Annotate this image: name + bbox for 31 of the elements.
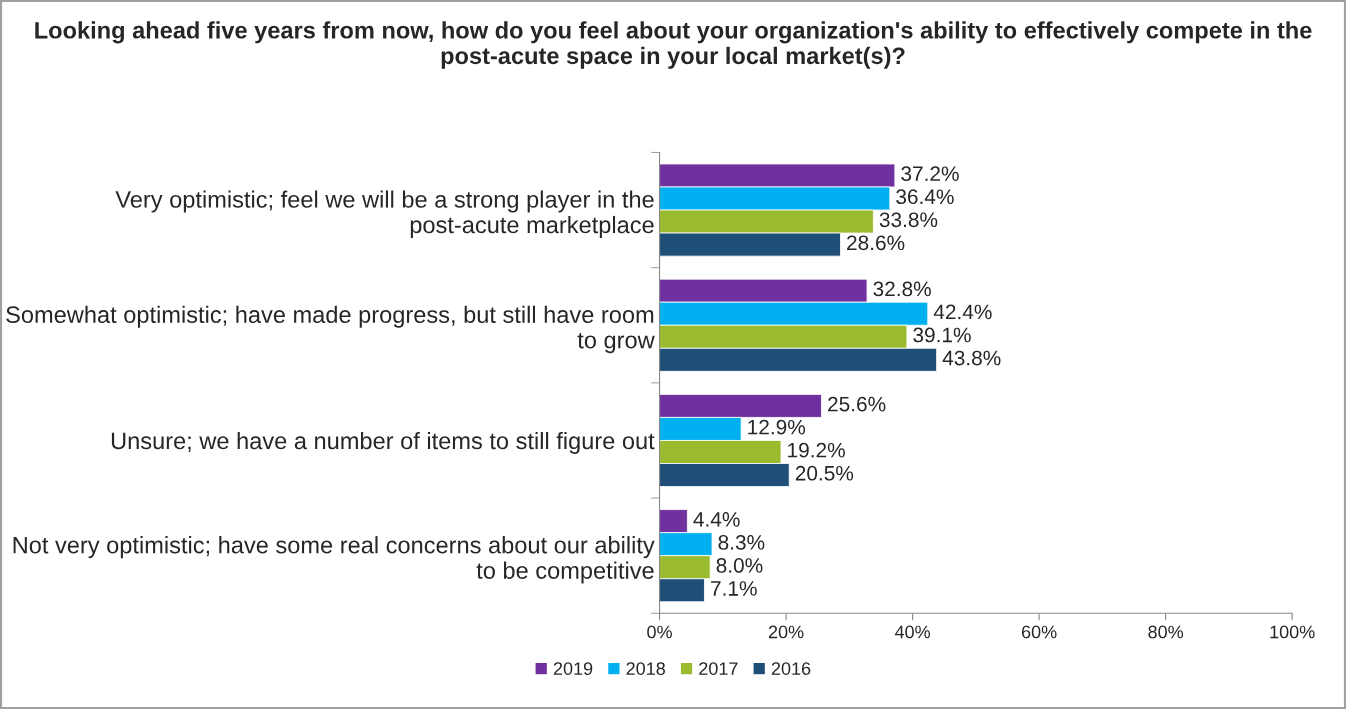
data-label: 25.6% [828, 396, 886, 412]
data-label: 39.1% [913, 327, 971, 343]
data-label: 7.1% [711, 581, 757, 596]
data-label: 33.8% [879, 212, 938, 228]
x-tick-label: 20% [768, 625, 804, 639]
data-label: 43.8% [942, 350, 1001, 366]
y-tick-label: Unsure; we have a number of items to still figure out [111, 431, 655, 454]
data-label: 36.4% [896, 189, 954, 205]
data-label: 37.2% [901, 166, 959, 182]
x-tick-label: 40% [894, 625, 931, 639]
data-label: 4.4% [693, 512, 740, 527]
data-label: 8.3% [718, 535, 765, 550]
legend-label: 2017 [699, 662, 738, 675]
y-tick-label: Not very optimistic; have some real concerns about our ability to be competitive [13, 536, 655, 584]
data-label: 19.2% [788, 442, 845, 458]
x-tick-label: 80% [1148, 625, 1184, 639]
data-label: 28.6% [847, 235, 905, 251]
legend-label: 2018 [626, 662, 665, 675]
x-tick-label: 60% [1021, 625, 1057, 639]
chart-title: Looking ahead five years from now, how do you feel about your organization's ability to effectively compete in the post-acute space in your local market(s)? [35, 21, 1312, 69]
data-label: 20.5% [795, 465, 854, 481]
data-label: 8.0% [716, 558, 763, 573]
legend-label: 2016 [771, 662, 811, 675]
data-label: 32.8% [873, 281, 931, 297]
x-tick-label: 0% [647, 625, 672, 639]
legend-label: 2019 [553, 662, 593, 675]
y-tick-label: Very optimistic; feel we will be a strong player in the post-acute marketplace [115, 190, 654, 238]
x-tick-label: 100% [1270, 625, 1315, 639]
y-tick-label: Somewhat optimistic; have made progress, but still have room to grow [6, 305, 655, 354]
data-label: 42.4% [933, 304, 992, 320]
data-label: 12.9% [748, 419, 806, 435]
